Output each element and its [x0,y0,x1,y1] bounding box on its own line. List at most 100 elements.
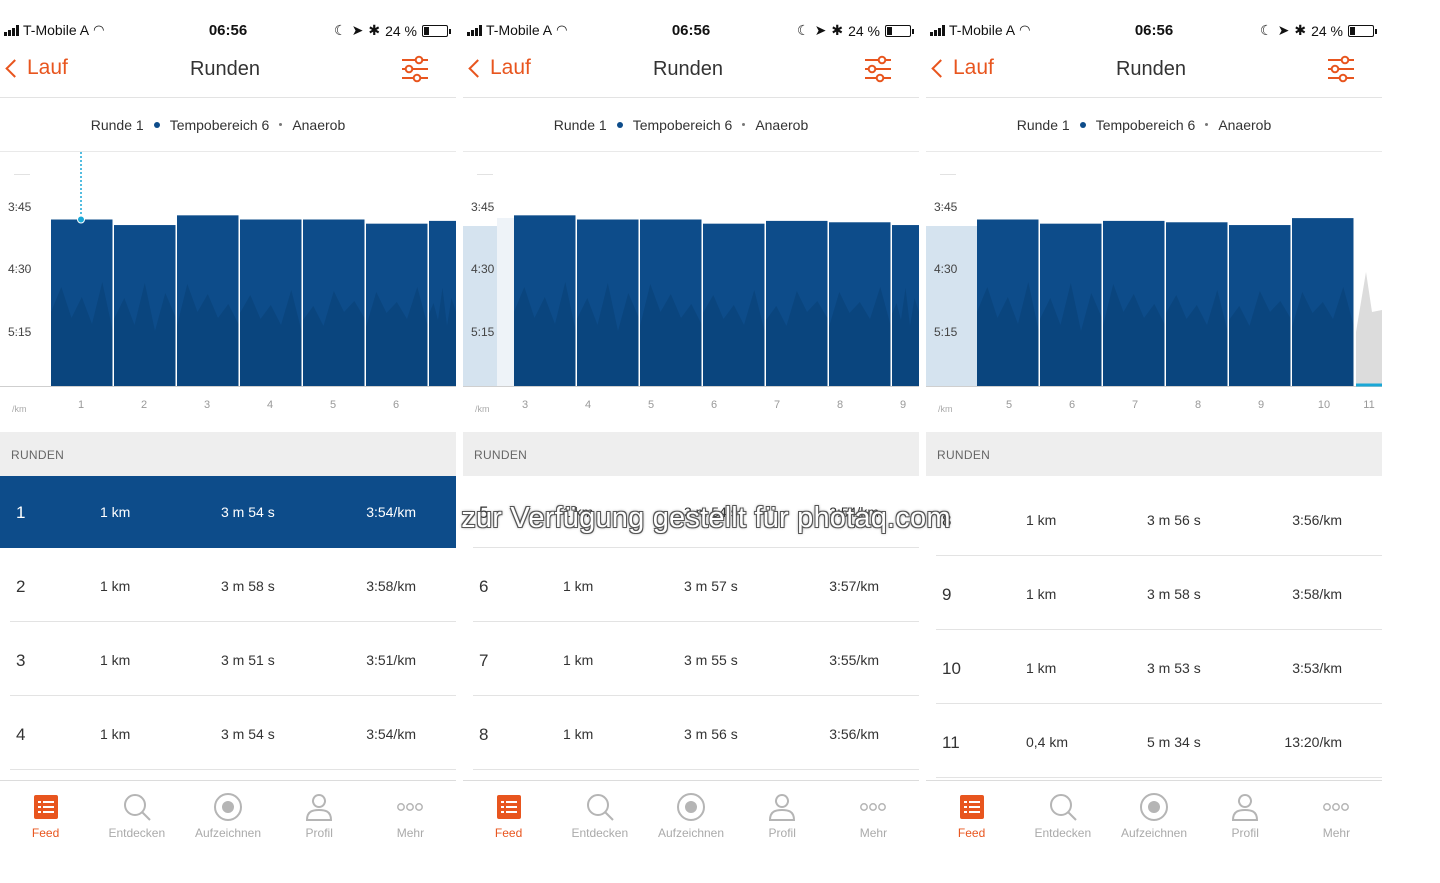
back-button[interactable]: Lauf [4,56,68,80]
heart-rate-wave [577,283,639,386]
lap-time: 3 m 56 s [684,726,738,742]
dot-icon [616,121,623,128]
tab-profil[interactable]: Profil [1200,781,1291,850]
lap-row[interactable]: 5 1 km 3 m 54 s 3:54/km [463,476,919,548]
tab-aufzeichnen[interactable]: Aufzeichnen [645,781,736,850]
heart-rate-wave [1166,290,1228,386]
tab-mehr[interactable]: Mehr [1291,781,1382,850]
lap-name: Runde 1 [90,116,144,133]
x-axis-unit: /km [475,404,490,414]
tab-aufzeichnen[interactable]: Aufzeichnen [182,781,273,850]
pace-chart-svg: 3:45 4:30 5:15/km 1 2 3 4 5 6 [0,152,456,414]
lap-pace: 3:57/km [829,578,879,594]
y-tick-label: 5:15 [471,325,495,339]
heart-rate-wave [829,287,891,386]
tab-bar: Feed Entdecken Aufzeichnen Profil Mehr [926,780,1382,850]
x-tick-label: 6 [393,399,399,411]
filter-button[interactable] [863,54,893,84]
laps-section-header: RUNDEN [0,432,456,476]
lap-row[interactable]: 1 1 km 3 m 54 s 3:54/km [0,476,456,548]
lap-number: 7 [479,651,489,670]
x-tick-label: 8 [837,399,843,411]
lap-number: 2 [16,577,26,596]
lap-row[interactable]: 4 1 km 3 m 54 s 3:54/km [0,698,456,770]
nav-bar: Lauf Runden [926,46,1382,98]
pace-chart[interactable]: 3:45 4:30 5:15/km 1 2 3 4 5 6 [0,152,456,432]
row-divider [10,621,456,622]
tab-entdecken[interactable]: Entdecken [1017,781,1108,850]
search-icon [1049,794,1077,821]
lap-number: 10 [942,659,961,678]
lap-time: 5 m 34 s [1147,734,1201,750]
back-button[interactable]: Lauf [467,56,531,80]
lap-list[interactable]: 8 1 km 3 m 56 s 3:56/km 9 1 km 3 m 58 s 3:58/km… [926,476,1382,782]
lap-pace: 3:54/km [366,726,416,742]
filter-button[interactable] [1326,54,1356,84]
x-tick-label: 9 [900,399,906,411]
lap-distance: 0,4 km [1026,734,1069,750]
moon-icon: ☾ [797,22,810,38]
tab-feed[interactable]: Feed [463,781,554,850]
lap-pace: 3:54/km [829,504,879,520]
tab-entdecken[interactable]: Entdecken [554,781,645,850]
row-divider [936,629,1382,630]
x-tick-label: 5 [330,399,336,411]
lap-row[interactable]: 11 0,4 km 5 m 34 s 13:20/km [926,706,1382,778]
row-divider [10,769,456,770]
heart-rate-wave [1229,291,1291,386]
lap-row[interactable]: 2 1 km 3 m 58 s 3:58/km [0,550,456,622]
laps-section-header: RUNDEN [926,432,1382,476]
profile-icon [1232,794,1259,821]
pace-zone: Tempobereich 6 [169,116,270,133]
lap-time: 3 m 58 s [221,578,275,594]
x-tick-label: 6 [1069,399,1075,411]
more-icon [1323,803,1350,811]
tab-feed[interactable]: Feed [926,781,1017,850]
row-divider [936,777,1382,778]
heart-rate-wave [177,284,239,386]
tab-feed[interactable]: Feed [0,781,91,850]
highlight-band [926,226,977,386]
pace-chart[interactable]: 3:45 4:30 5:15/km 3 4 5 6 7 8 9 [463,152,919,432]
pace-chart[interactable]: 3:45 4:30 5:15/km 5 6 7 8 9 10 11 [926,152,1382,432]
lap-number: 11 [942,733,960,752]
lap-info-row: Runde 1 Tempobereich 6 Anaerob [926,98,1382,152]
x-tick-label: 2 [141,399,147,411]
lap-row[interactable]: 6 1 km 3 m 57 s 3:57/km [463,550,919,622]
lap-row[interactable]: 7 1 km 3 m 55 s 3:55/km [463,624,919,696]
x-tick-label: 4 [585,399,591,411]
record-icon [1140,793,1168,821]
sliders-icon [402,55,428,83]
tab-profil[interactable]: Profil [737,781,828,850]
lap-number: 4 [16,725,26,744]
battery-icon [885,24,914,37]
lap-list[interactable]: 1 1 km 3 m 54 s 3:54/km 2 1 km 3 m 58 s 3:58/km… [0,476,456,782]
lap-list[interactable]: 5 1 km 3 m 54 s 3:54/km 6 1 km 3 m 57 s 3:57/km… [463,476,919,782]
effort-type: Anaerob [755,116,809,133]
lap-number: 6 [479,577,489,596]
effort-type: Anaerob [1218,116,1272,133]
tab-entdecken[interactable]: Entdecken [91,781,182,850]
separator-dot-icon [742,123,746,126]
lap-pace: 3:51/km [366,652,416,668]
lap-row[interactable]: 8 1 km 3 m 56 s 3:56/km [463,698,919,770]
row-divider [936,555,1382,556]
x-tick-label: 3 [204,399,210,411]
heart-rate-wave [514,282,576,386]
back-button[interactable]: Lauf [930,56,994,80]
lap-row[interactable]: 10 1 km 3 m 53 s 3:53/km [926,632,1382,704]
status-time: 06:56 [1134,22,1174,39]
lap-distance: 1 km [1026,586,1057,602]
tab-mehr[interactable]: Mehr [365,781,456,850]
lap-row[interactable]: 8 1 km 3 m 56 s 3:56/km [926,484,1382,556]
location-icon: ➤ [814,22,827,38]
lap-row[interactable]: 9 1 km 3 m 58 s 3:58/km [926,558,1382,630]
filter-button[interactable] [400,54,430,84]
separator-dot-icon [279,123,283,126]
tab-profil[interactable]: Profil [274,781,365,850]
tab-aufzeichnen[interactable]: Aufzeichnen [1108,781,1199,850]
lap-row[interactable]: 3 1 km 3 m 51 s 3:51/km [0,624,456,696]
moon-icon: ☾ [334,22,347,38]
tab-mehr[interactable]: Mehr [828,781,919,850]
lap-name: Runde 1 [1016,116,1070,133]
